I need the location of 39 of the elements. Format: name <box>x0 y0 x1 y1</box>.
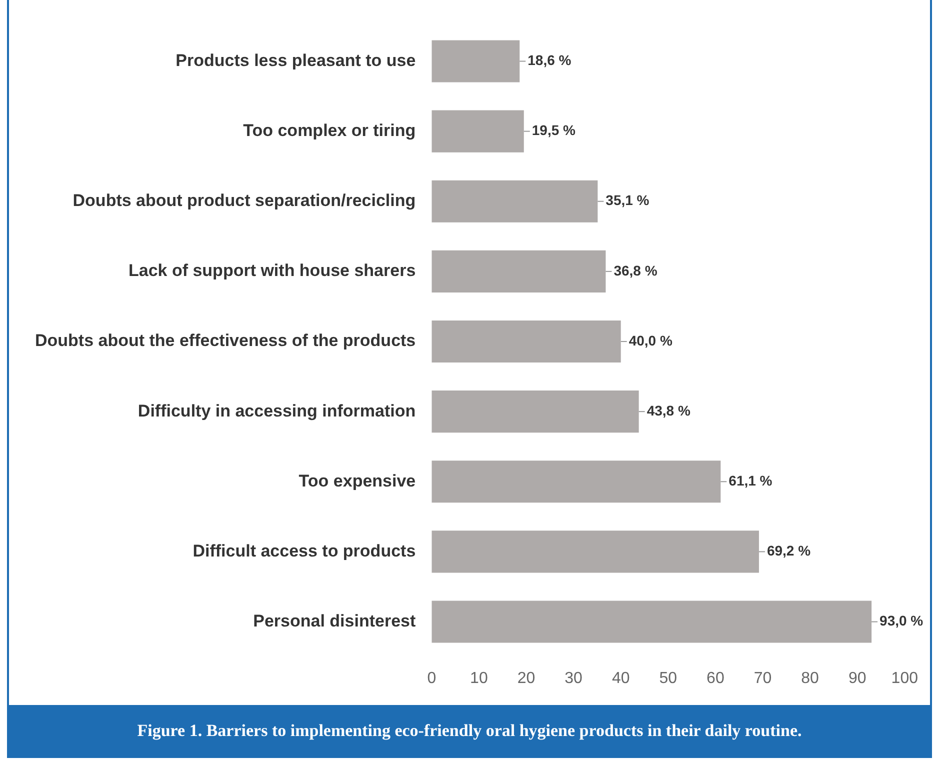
bar <box>432 600 872 643</box>
bar <box>432 180 598 222</box>
bar <box>432 250 606 292</box>
y-tick-label: Doubts about the effectiveness of the products <box>34 331 416 350</box>
x-tick-label: 40 <box>612 670 630 687</box>
data-label: 61,1 % <box>728 472 773 488</box>
y-tick-label: Lack of support with house sharers <box>128 261 416 280</box>
y-tick-label: Products less pleasant to use <box>176 50 416 70</box>
data-label: 43,8 % <box>646 402 691 418</box>
y-tick-label: Doubts about product separation/recicling <box>72 191 416 210</box>
y-tick-label: Difficulty in accessing information <box>138 401 416 420</box>
x-tick-label: 0 <box>427 670 436 687</box>
y-tick-label: Too expensive <box>298 471 416 490</box>
y-tick-label: Too complex or tiring <box>243 120 416 140</box>
bar <box>432 390 639 433</box>
bar <box>432 110 524 152</box>
x-tick-label: 90 <box>848 670 866 687</box>
x-tick-label: 10 <box>470 670 488 687</box>
bar <box>432 530 759 573</box>
x-tick-label: 70 <box>754 670 772 687</box>
data-label: 69,2 % <box>766 542 812 559</box>
text: Figure 1. Barriers to implementing eco-friendly oral hygiene products in their daily routine. <box>9 705 930 756</box>
x-tick-label: 30 <box>564 670 583 687</box>
bar <box>432 460 721 503</box>
data-label: 18,6 % <box>528 52 572 68</box>
x-tick-label: 100 <box>891 670 918 687</box>
data-label: 36,8 % <box>614 262 658 278</box>
y-tick-label: Personal disinterest <box>253 611 416 630</box>
bar <box>432 40 520 82</box>
data-label: 19,5 % <box>532 122 576 138</box>
data-label: 40,0 % <box>628 332 673 348</box>
bar <box>432 320 621 363</box>
data-label: 35,1 % <box>606 192 650 208</box>
x-tick-label: 50 <box>659 670 678 687</box>
data-label: 93,0 % <box>880 612 924 629</box>
x-tick-label: 60 <box>706 670 724 687</box>
x-tick-label: 80 <box>801 670 820 687</box>
y-tick-label: Difficult access to products <box>192 541 416 560</box>
x-tick-label: 20 <box>517 670 536 687</box>
